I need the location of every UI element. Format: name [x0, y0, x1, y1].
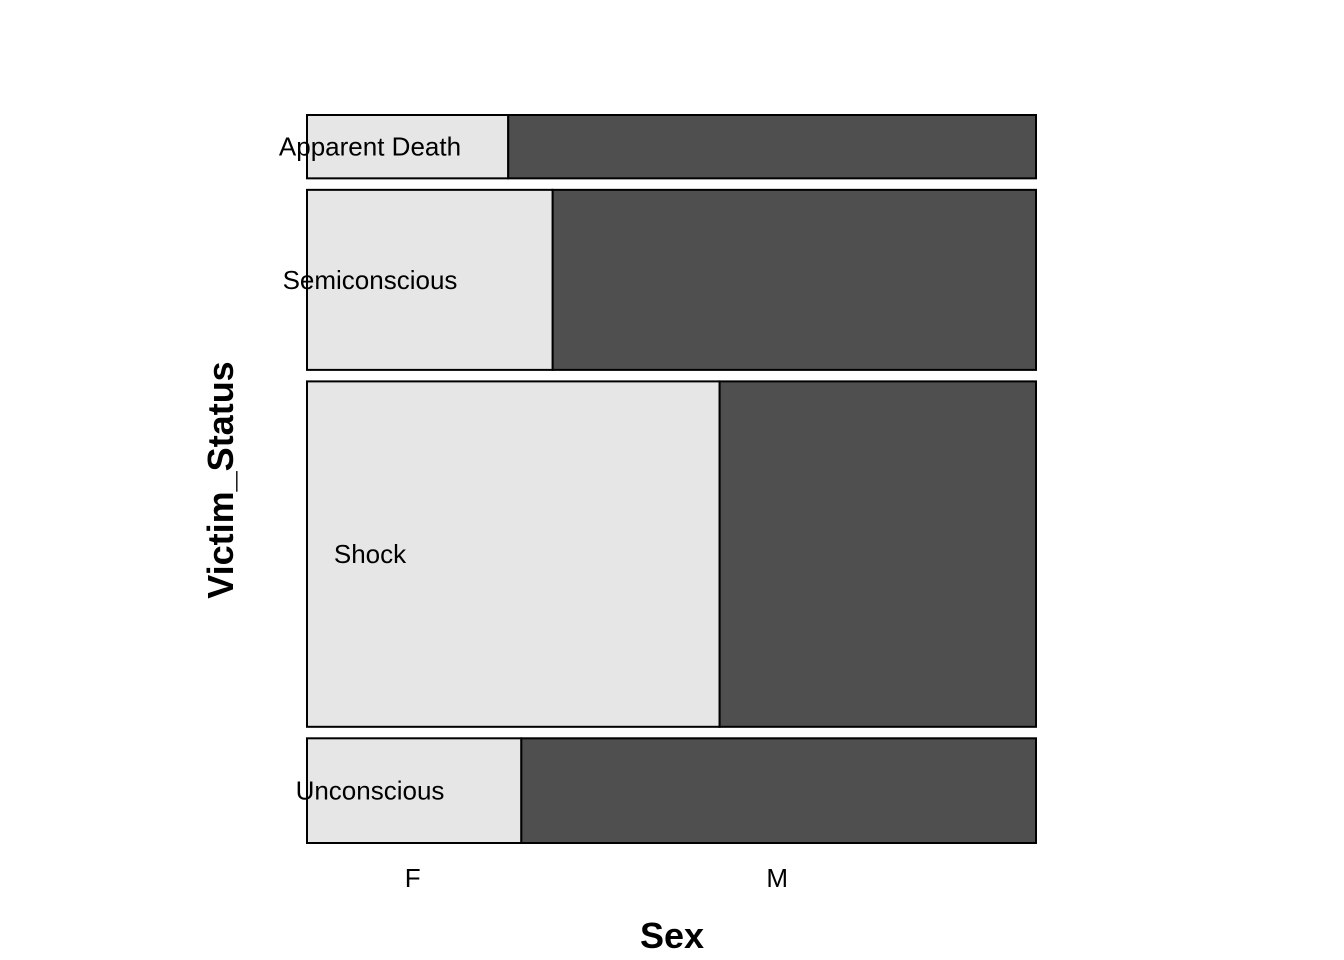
row-label-semiconscious: Semiconscious [283, 265, 458, 295]
tile-unconscious-m [520, 737, 1037, 844]
row-label-unconscious: Unconscious [296, 776, 445, 806]
row-label-apparent-death: Apparent Death [279, 132, 461, 162]
row-labels: Apparent Death Semiconscious Shock Unconsci… [279, 132, 461, 806]
row-label-shock: Shock [334, 539, 407, 569]
tile-apparent-death-f [306, 114, 510, 180]
tile-apparent-death-m [507, 114, 1038, 180]
tile-shock-f [306, 380, 721, 728]
tile-unconscious-f [306, 737, 523, 844]
y-axis-title: Victim_Status [200, 361, 241, 598]
tile-shock-m [718, 380, 1037, 728]
x-axis-title: Sex [640, 915, 704, 956]
mosaic-tiles [306, 114, 1038, 844]
tile-semiconscious-f [306, 188, 554, 371]
x-tick-m: M [766, 863, 788, 893]
x-tick-f: F [405, 863, 421, 893]
tile-semiconscious-m [551, 188, 1037, 371]
